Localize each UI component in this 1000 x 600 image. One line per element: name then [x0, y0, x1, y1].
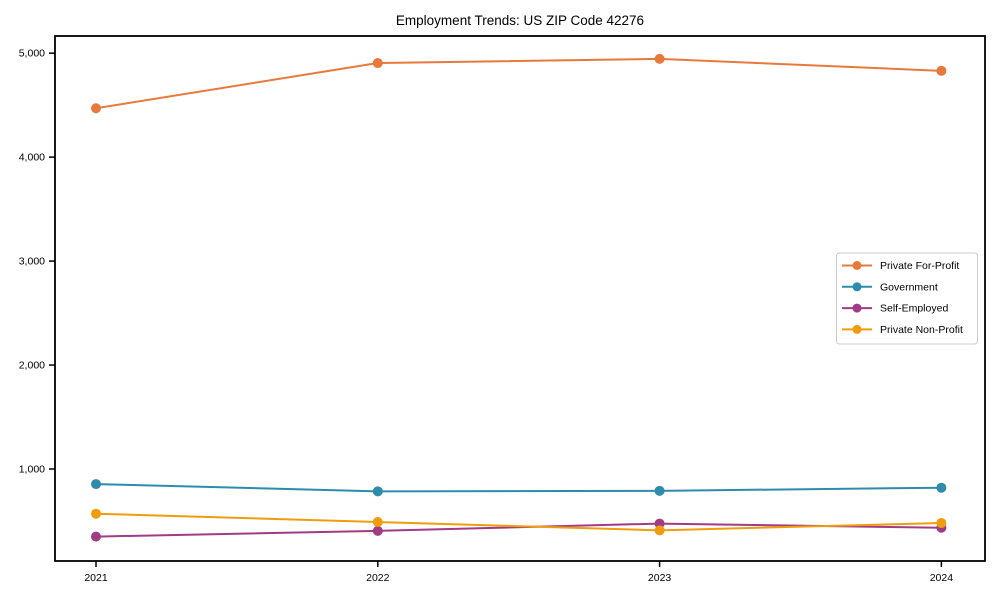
plot-area: 1,000 2,000 3,000 4,000 5,000 2021 2022 2023 202…	[19, 35, 986, 584]
series-line-private-non-profit	[95, 512, 943, 532]
legend-marker-icon	[852, 261, 862, 270]
x-tick-label: 2022	[366, 572, 390, 584]
data-point-private-for-profit	[936, 65, 947, 76]
legend-label: Self-Employed	[880, 303, 948, 315]
chart-title: Employment Trends: US ZIP Code 42276	[396, 13, 644, 28]
y-tick-label: 2,000	[19, 360, 45, 372]
data-point-government	[654, 485, 665, 496]
legend-marker-icon	[852, 282, 862, 292]
legend-label: Private Non-Profit	[880, 324, 963, 336]
x-tick-label: 2024	[930, 572, 954, 584]
series-line-government	[95, 483, 943, 493]
x-tick-label: 2021	[84, 572, 108, 584]
legend-box	[836, 252, 978, 345]
data-point-self-employed	[91, 531, 102, 542]
legend: Private For-Profit Government Self-Employe…	[836, 252, 978, 345]
legend-marker-icon	[852, 303, 862, 313]
data-point-government	[936, 482, 947, 493]
data-point-private-for-profit	[372, 58, 383, 69]
series-line-private-for-profit	[95, 57, 943, 110]
legend-item-private-non-profit: Private Non-Profit	[842, 324, 963, 336]
y-tick-label: 3,000	[19, 256, 45, 268]
data-point-private-for-profit	[654, 53, 665, 64]
legend-marker-icon	[852, 324, 862, 334]
legend-item-self-employed: Self-Employed	[842, 303, 948, 315]
data-point-private-non-profit	[372, 517, 383, 528]
x-tick-label: 2023	[648, 572, 672, 584]
y-tick-label: 4,000	[19, 152, 45, 164]
data-point-private-for-profit	[91, 103, 102, 114]
data-point-government	[91, 479, 102, 490]
legend-label: Private For-Profit	[880, 260, 959, 272]
data-point-private-non-profit	[91, 508, 102, 519]
y-tick-label: 5,000	[19, 48, 45, 60]
data-point-self-employed	[372, 525, 383, 536]
legend-item-government: Government	[842, 281, 938, 293]
legend-item-private-for-profit: Private For-Profit	[842, 260, 959, 272]
series-line-self-employed	[95, 522, 943, 538]
axes-frame	[54, 35, 986, 562]
data-point-private-non-profit	[936, 518, 947, 529]
data-point-private-non-profit	[654, 525, 665, 536]
y-tick-label: 1,000	[19, 464, 45, 476]
data-point-government	[372, 486, 383, 497]
legend-label: Government	[880, 281, 938, 293]
